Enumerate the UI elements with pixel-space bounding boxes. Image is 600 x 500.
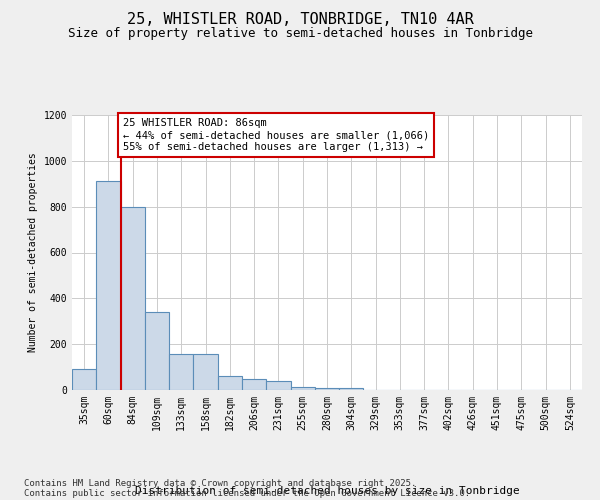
Text: 25 WHISTLER ROAD: 86sqm
← 44% of semi-detached houses are smaller (1,066)
55% of: 25 WHISTLER ROAD: 86sqm ← 44% of semi-de… — [123, 118, 429, 152]
Bar — [145, 312, 169, 390]
Bar — [266, 381, 290, 390]
Text: Contains HM Land Registry data © Crown copyright and database right 2025.: Contains HM Land Registry data © Crown c… — [24, 478, 416, 488]
X-axis label: Distribution of semi-detached houses by size in Tonbridge: Distribution of semi-detached houses by … — [134, 486, 520, 496]
Bar — [218, 376, 242, 390]
Bar — [242, 378, 266, 390]
Text: Contains public sector information licensed under the Open Government Licence v3: Contains public sector information licen… — [24, 488, 470, 498]
Bar — [96, 182, 121, 390]
Text: Size of property relative to semi-detached houses in Tonbridge: Size of property relative to semi-detach… — [67, 28, 533, 40]
Bar — [339, 388, 364, 390]
Text: 25, WHISTLER ROAD, TONBRIDGE, TN10 4AR: 25, WHISTLER ROAD, TONBRIDGE, TN10 4AR — [127, 12, 473, 28]
Bar — [72, 370, 96, 390]
Bar — [193, 354, 218, 390]
Bar — [121, 206, 145, 390]
Y-axis label: Number of semi-detached properties: Number of semi-detached properties — [28, 152, 38, 352]
Bar — [169, 354, 193, 390]
Bar — [290, 386, 315, 390]
Bar — [315, 388, 339, 390]
